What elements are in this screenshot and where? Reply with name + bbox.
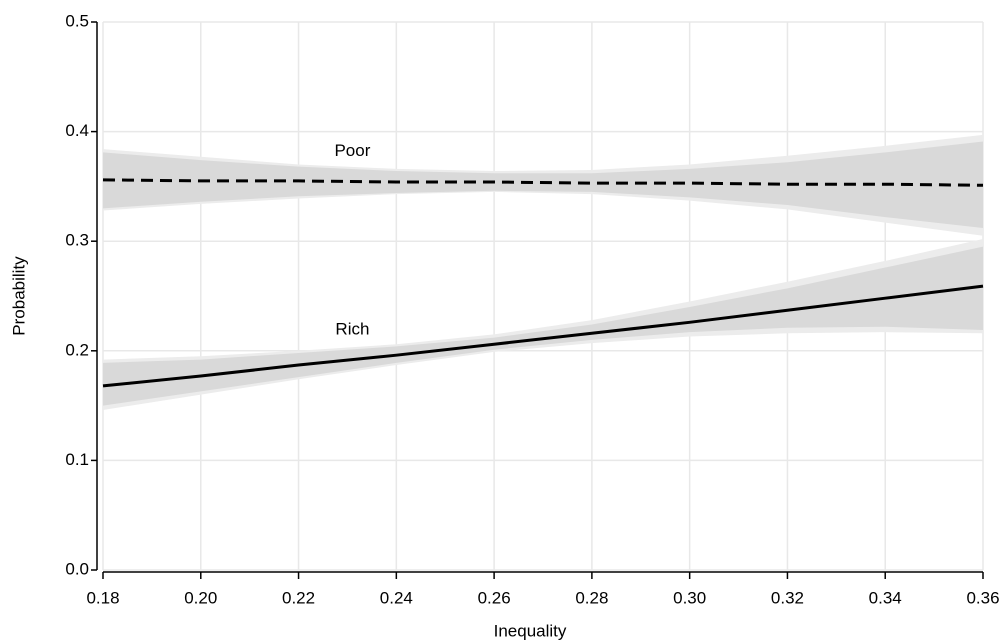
x-axis-label: Inequality [494,621,567,640]
y-tick-label: 0.3 [65,231,89,250]
x-tick-label: 0.28 [575,588,608,607]
x-tick-label: 0.36 [966,588,999,607]
x-tick-label: 0.26 [478,588,511,607]
series-line [102,284,984,388]
x-tick-label: 0.34 [869,588,902,607]
confidence-band [103,246,983,406]
y-tick-label: 0.2 [65,340,89,359]
x-tick-label: 0.20 [184,588,217,607]
y-tick-label: 0.1 [65,450,89,469]
x-tick-label: 0.18 [86,588,119,607]
confidence-band [103,141,983,229]
y-axis-label: Probability [9,256,28,336]
y-tick-label: 0.5 [65,11,89,30]
y-tick-label: 0.4 [65,121,89,140]
x-tick-label: 0.32 [771,588,804,607]
x-tick-label: 0.30 [673,588,706,607]
y-tick-label: 0.0 [65,559,89,578]
x-tick-label: 0.22 [282,588,315,607]
x-tick-label: 0.24 [380,588,413,607]
series-line [102,178,984,187]
series-label: Poor [334,141,370,160]
series-label: Rich [335,320,369,339]
